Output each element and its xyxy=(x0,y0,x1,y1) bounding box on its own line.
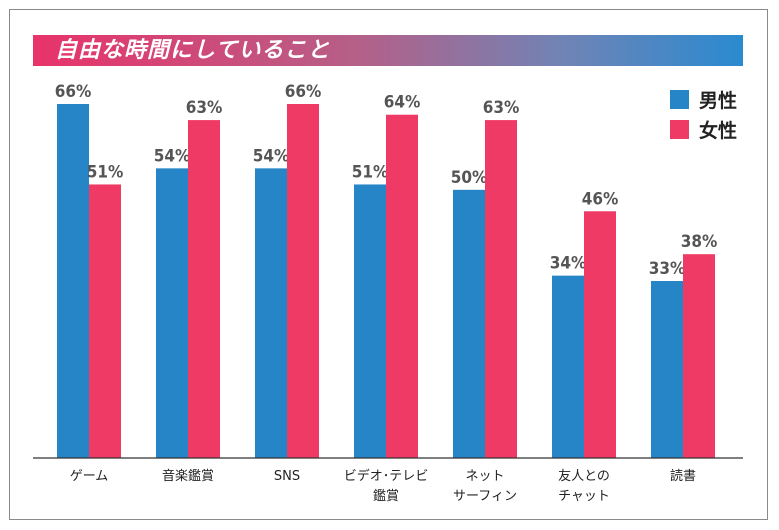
bar-female xyxy=(188,120,220,458)
bar-male xyxy=(255,168,287,458)
legend-item-male: 男性 xyxy=(670,88,738,112)
data-label: 64% xyxy=(384,93,421,113)
legend-item-female: 女性 xyxy=(670,118,738,142)
legend: 男性 女性 xyxy=(670,88,737,148)
data-label: 38% xyxy=(681,232,718,252)
data-label: 63% xyxy=(186,98,223,118)
bar-female xyxy=(485,120,517,458)
bar-male xyxy=(354,184,386,459)
data-label: 54% xyxy=(154,146,191,166)
bar-female xyxy=(584,211,616,458)
category-label: サーフィン xyxy=(453,489,517,504)
data-label: 51% xyxy=(352,162,389,182)
bar-male xyxy=(651,281,683,458)
category-label: 鑑賞 xyxy=(373,488,399,504)
data-label: 63% xyxy=(483,98,520,118)
legend-swatch-female xyxy=(670,119,689,139)
legend-swatch-male xyxy=(670,89,689,109)
bar-female xyxy=(287,104,319,458)
data-label: 66% xyxy=(285,82,322,102)
data-label: 51% xyxy=(87,162,124,182)
data-label: 66% xyxy=(55,82,92,102)
category-label: ネット xyxy=(465,469,504,484)
data-label: 46% xyxy=(582,189,619,209)
bar-male xyxy=(156,168,188,458)
bar-male xyxy=(453,189,485,458)
category-label: チャット xyxy=(558,489,610,504)
category-label: ゲーム xyxy=(70,469,109,484)
bar-female xyxy=(386,114,418,459)
bar-male xyxy=(57,104,89,458)
legend-label-female: 女性 xyxy=(699,119,738,142)
title-bar: 自由な時間にしていること xyxy=(33,35,743,66)
data-label: 34% xyxy=(550,254,587,274)
data-label: 33% xyxy=(649,259,686,279)
category-label: 音楽鑑賞 xyxy=(162,468,214,484)
legend-label-male: 男性 xyxy=(699,89,738,112)
bar-male xyxy=(552,275,584,458)
chart-title: 自由な時間にしていること xyxy=(55,38,331,63)
data-label: 54% xyxy=(253,146,290,166)
bar-female xyxy=(89,184,121,459)
data-label: 50% xyxy=(451,168,488,188)
category-label: ビデオ･テレビ xyxy=(344,468,429,484)
category-label: 友人との xyxy=(558,468,610,484)
category-label: SNS xyxy=(274,469,300,484)
bar-female xyxy=(683,254,715,458)
category-label: 読書 xyxy=(670,468,696,484)
